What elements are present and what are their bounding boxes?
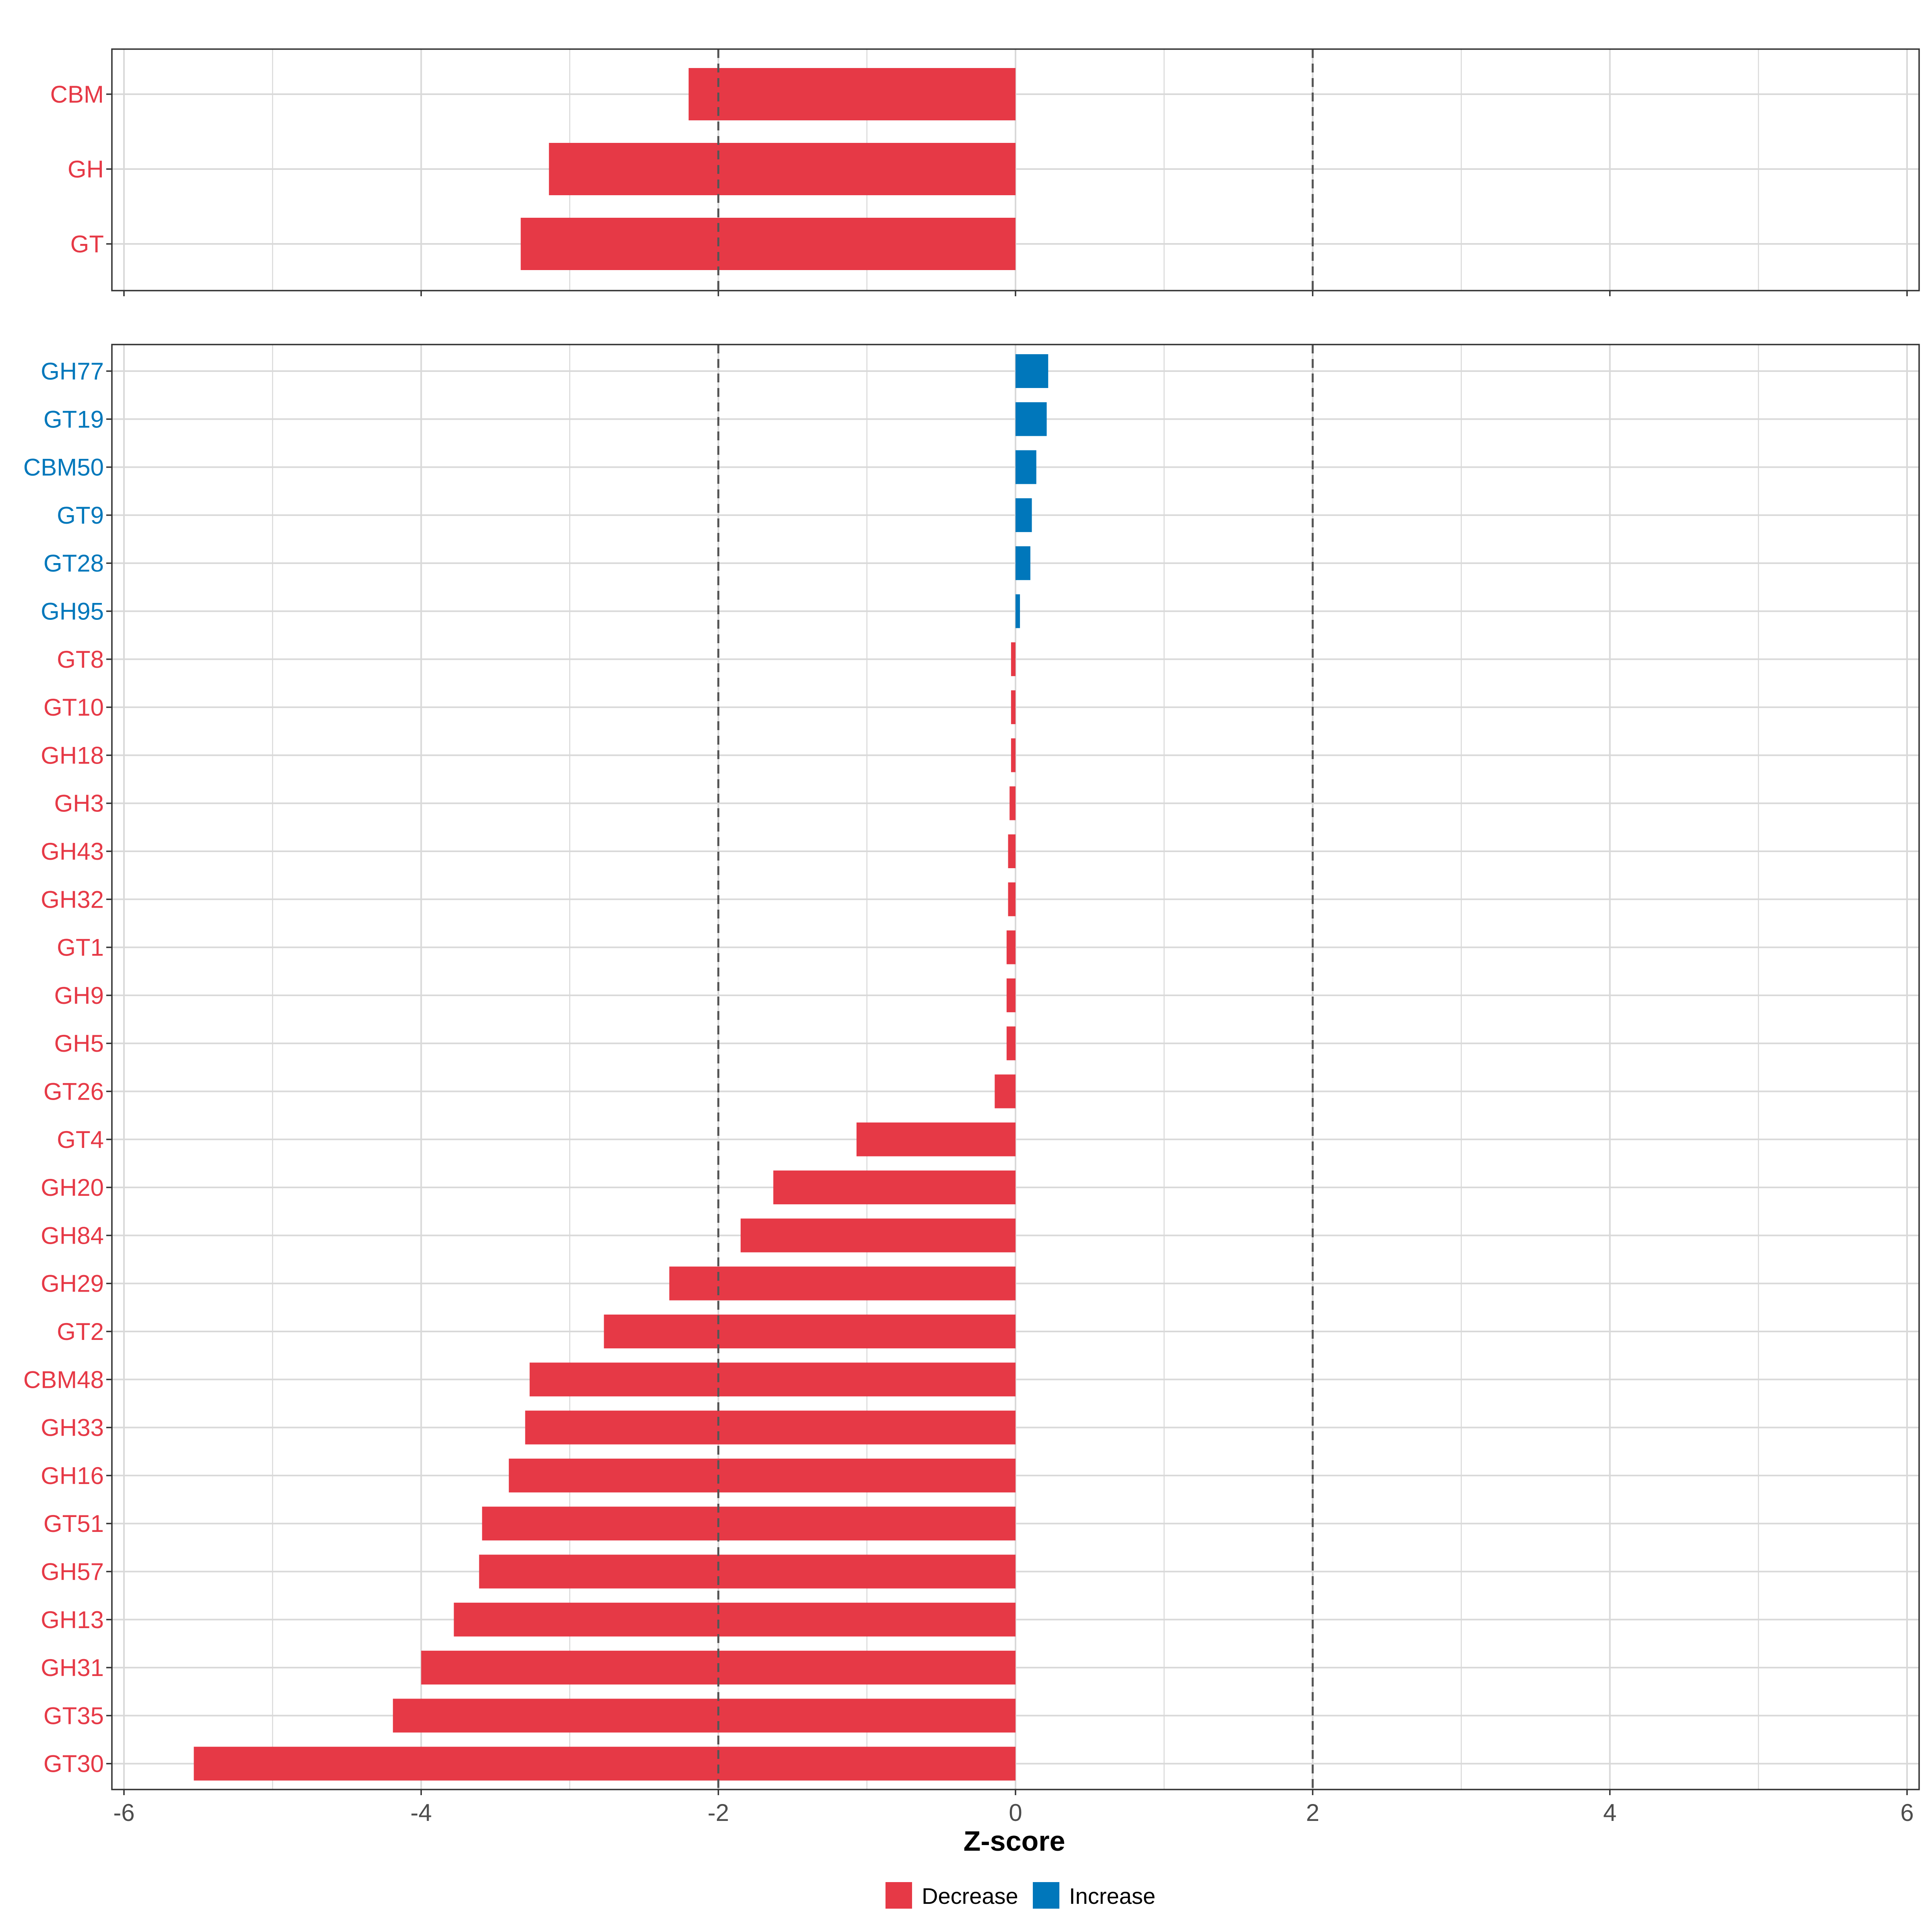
bar-gh3 xyxy=(1009,786,1016,820)
bar-gh13 xyxy=(454,1602,1016,1637)
x-tick-label: 6 xyxy=(1900,1799,1913,1826)
bar-gh29 xyxy=(669,1266,1016,1300)
bar-gt26 xyxy=(995,1074,1016,1108)
bar-gt10 xyxy=(1011,690,1016,724)
bar-gh32 xyxy=(1008,882,1016,916)
x-tick-label: -6 xyxy=(113,1799,134,1826)
family-level-panel: GH77 GT19 CBM50 GT9 GT28 GH95 GT8 GT10 GH18 GH3 GH… xyxy=(23,344,1920,1795)
y-tick-label-gt51: GT51 xyxy=(43,1510,104,1537)
legend-swatch-decrease xyxy=(886,1882,912,1909)
bar-gh57 xyxy=(479,1554,1016,1589)
bar-gh84 xyxy=(741,1218,1016,1253)
bar-gh18 xyxy=(1011,738,1016,772)
y-tick-label-cbm50: CBM50 xyxy=(23,454,104,481)
bar-gt xyxy=(520,218,1016,270)
y-tick-label-gh43: GH43 xyxy=(41,838,104,865)
legend-swatch-increase xyxy=(1033,1882,1059,1909)
x-axis: -6 -4 -2 0 2 4 6 xyxy=(113,1799,1913,1826)
bar-gt2 xyxy=(604,1315,1016,1348)
y-tick-label-gh16: GH16 xyxy=(41,1462,104,1489)
bar-cbm50 xyxy=(1016,450,1036,484)
y-tick-label-gh95: GH95 xyxy=(41,598,104,625)
y-tick-label-gt35: GT35 xyxy=(43,1702,104,1729)
y-tick-label-gt19: GT19 xyxy=(43,406,104,433)
y-tick-label-gh18: GH18 xyxy=(41,742,104,769)
x-tick-label: -4 xyxy=(411,1799,432,1826)
bar-gt19 xyxy=(1016,402,1047,436)
y-tick-label-gt2: GT2 xyxy=(57,1318,104,1345)
bar-gt30 xyxy=(194,1746,1016,1781)
bar-gt28 xyxy=(1016,546,1030,580)
x-tick-label: 0 xyxy=(1009,1799,1022,1826)
bar-gt4 xyxy=(856,1122,1016,1156)
bar-gh5 xyxy=(1006,1026,1016,1061)
legend-label-increase: Increase xyxy=(1069,1883,1156,1909)
legend: Decrease Increase xyxy=(886,1882,1156,1909)
bar-gh xyxy=(549,143,1016,195)
y-tick-label-gh13: GH13 xyxy=(41,1606,104,1633)
bar-gh20 xyxy=(773,1170,1016,1205)
y-tick-label-gh84: GH84 xyxy=(41,1222,104,1249)
bar-gh95 xyxy=(1016,594,1020,628)
y-tick-label-gh3: GH3 xyxy=(54,790,104,817)
x-tick-label: -2 xyxy=(708,1799,729,1826)
bar-gt1 xyxy=(1006,930,1016,964)
x-axis-title: Z-score xyxy=(964,1825,1065,1857)
x-tick-label: 4 xyxy=(1603,1799,1616,1826)
bar-gh33 xyxy=(525,1410,1016,1445)
y-tick-label-gt10: GT10 xyxy=(43,694,104,721)
y-tick-label-gh31: GH31 xyxy=(41,1654,104,1681)
y-tick-label-gt1: GT1 xyxy=(57,934,104,961)
bar-cbm48 xyxy=(529,1362,1016,1397)
y-tick-label-gt30: GT30 xyxy=(43,1750,104,1777)
y-tick-label-gt28: GT28 xyxy=(43,550,104,577)
bar-gh43 xyxy=(1008,834,1016,868)
bar-gh9 xyxy=(1006,978,1016,1012)
y-tick-label-gt: GT xyxy=(70,231,104,258)
y-tick-label-gh20: GH20 xyxy=(41,1174,104,1201)
legend-label-decrease: Decrease xyxy=(922,1883,1018,1909)
bar-gt9 xyxy=(1016,498,1032,532)
y-tick-label-cbm: CBM xyxy=(50,81,104,108)
y-tick-label-gt4: GT4 xyxy=(57,1126,104,1153)
x-tick-label: 2 xyxy=(1306,1799,1319,1826)
y-tick-label-gh32: GH32 xyxy=(41,886,104,913)
y-tick-label-cbm48: CBM48 xyxy=(23,1366,104,1393)
y-tick-label-gh: GH xyxy=(68,156,104,183)
y-tick-label-gh5: GH5 xyxy=(54,1030,104,1057)
bar-gh16 xyxy=(509,1458,1016,1492)
bar-gh77 xyxy=(1016,354,1049,388)
bar-cbm xyxy=(688,68,1016,120)
y-tick-label-gh29: GH29 xyxy=(41,1270,104,1297)
y-tick-label-gt8: GT8 xyxy=(57,646,104,673)
y-tick-label-gh77: GH77 xyxy=(41,358,104,385)
bar-gt8 xyxy=(1011,642,1016,676)
y-tick-label-gh57: GH57 xyxy=(41,1558,104,1585)
class-level-panel: CBM GH GT xyxy=(50,48,1920,296)
y-tick-label-gh9: GH9 xyxy=(54,982,104,1009)
y-tick-label-gt9: GT9 xyxy=(57,502,104,529)
y-tick-label-gh33: GH33 xyxy=(41,1414,104,1441)
bar-gt35 xyxy=(393,1699,1016,1733)
bar-gt51 xyxy=(482,1507,1016,1541)
y-tick-label-gt26: GT26 xyxy=(43,1078,104,1105)
